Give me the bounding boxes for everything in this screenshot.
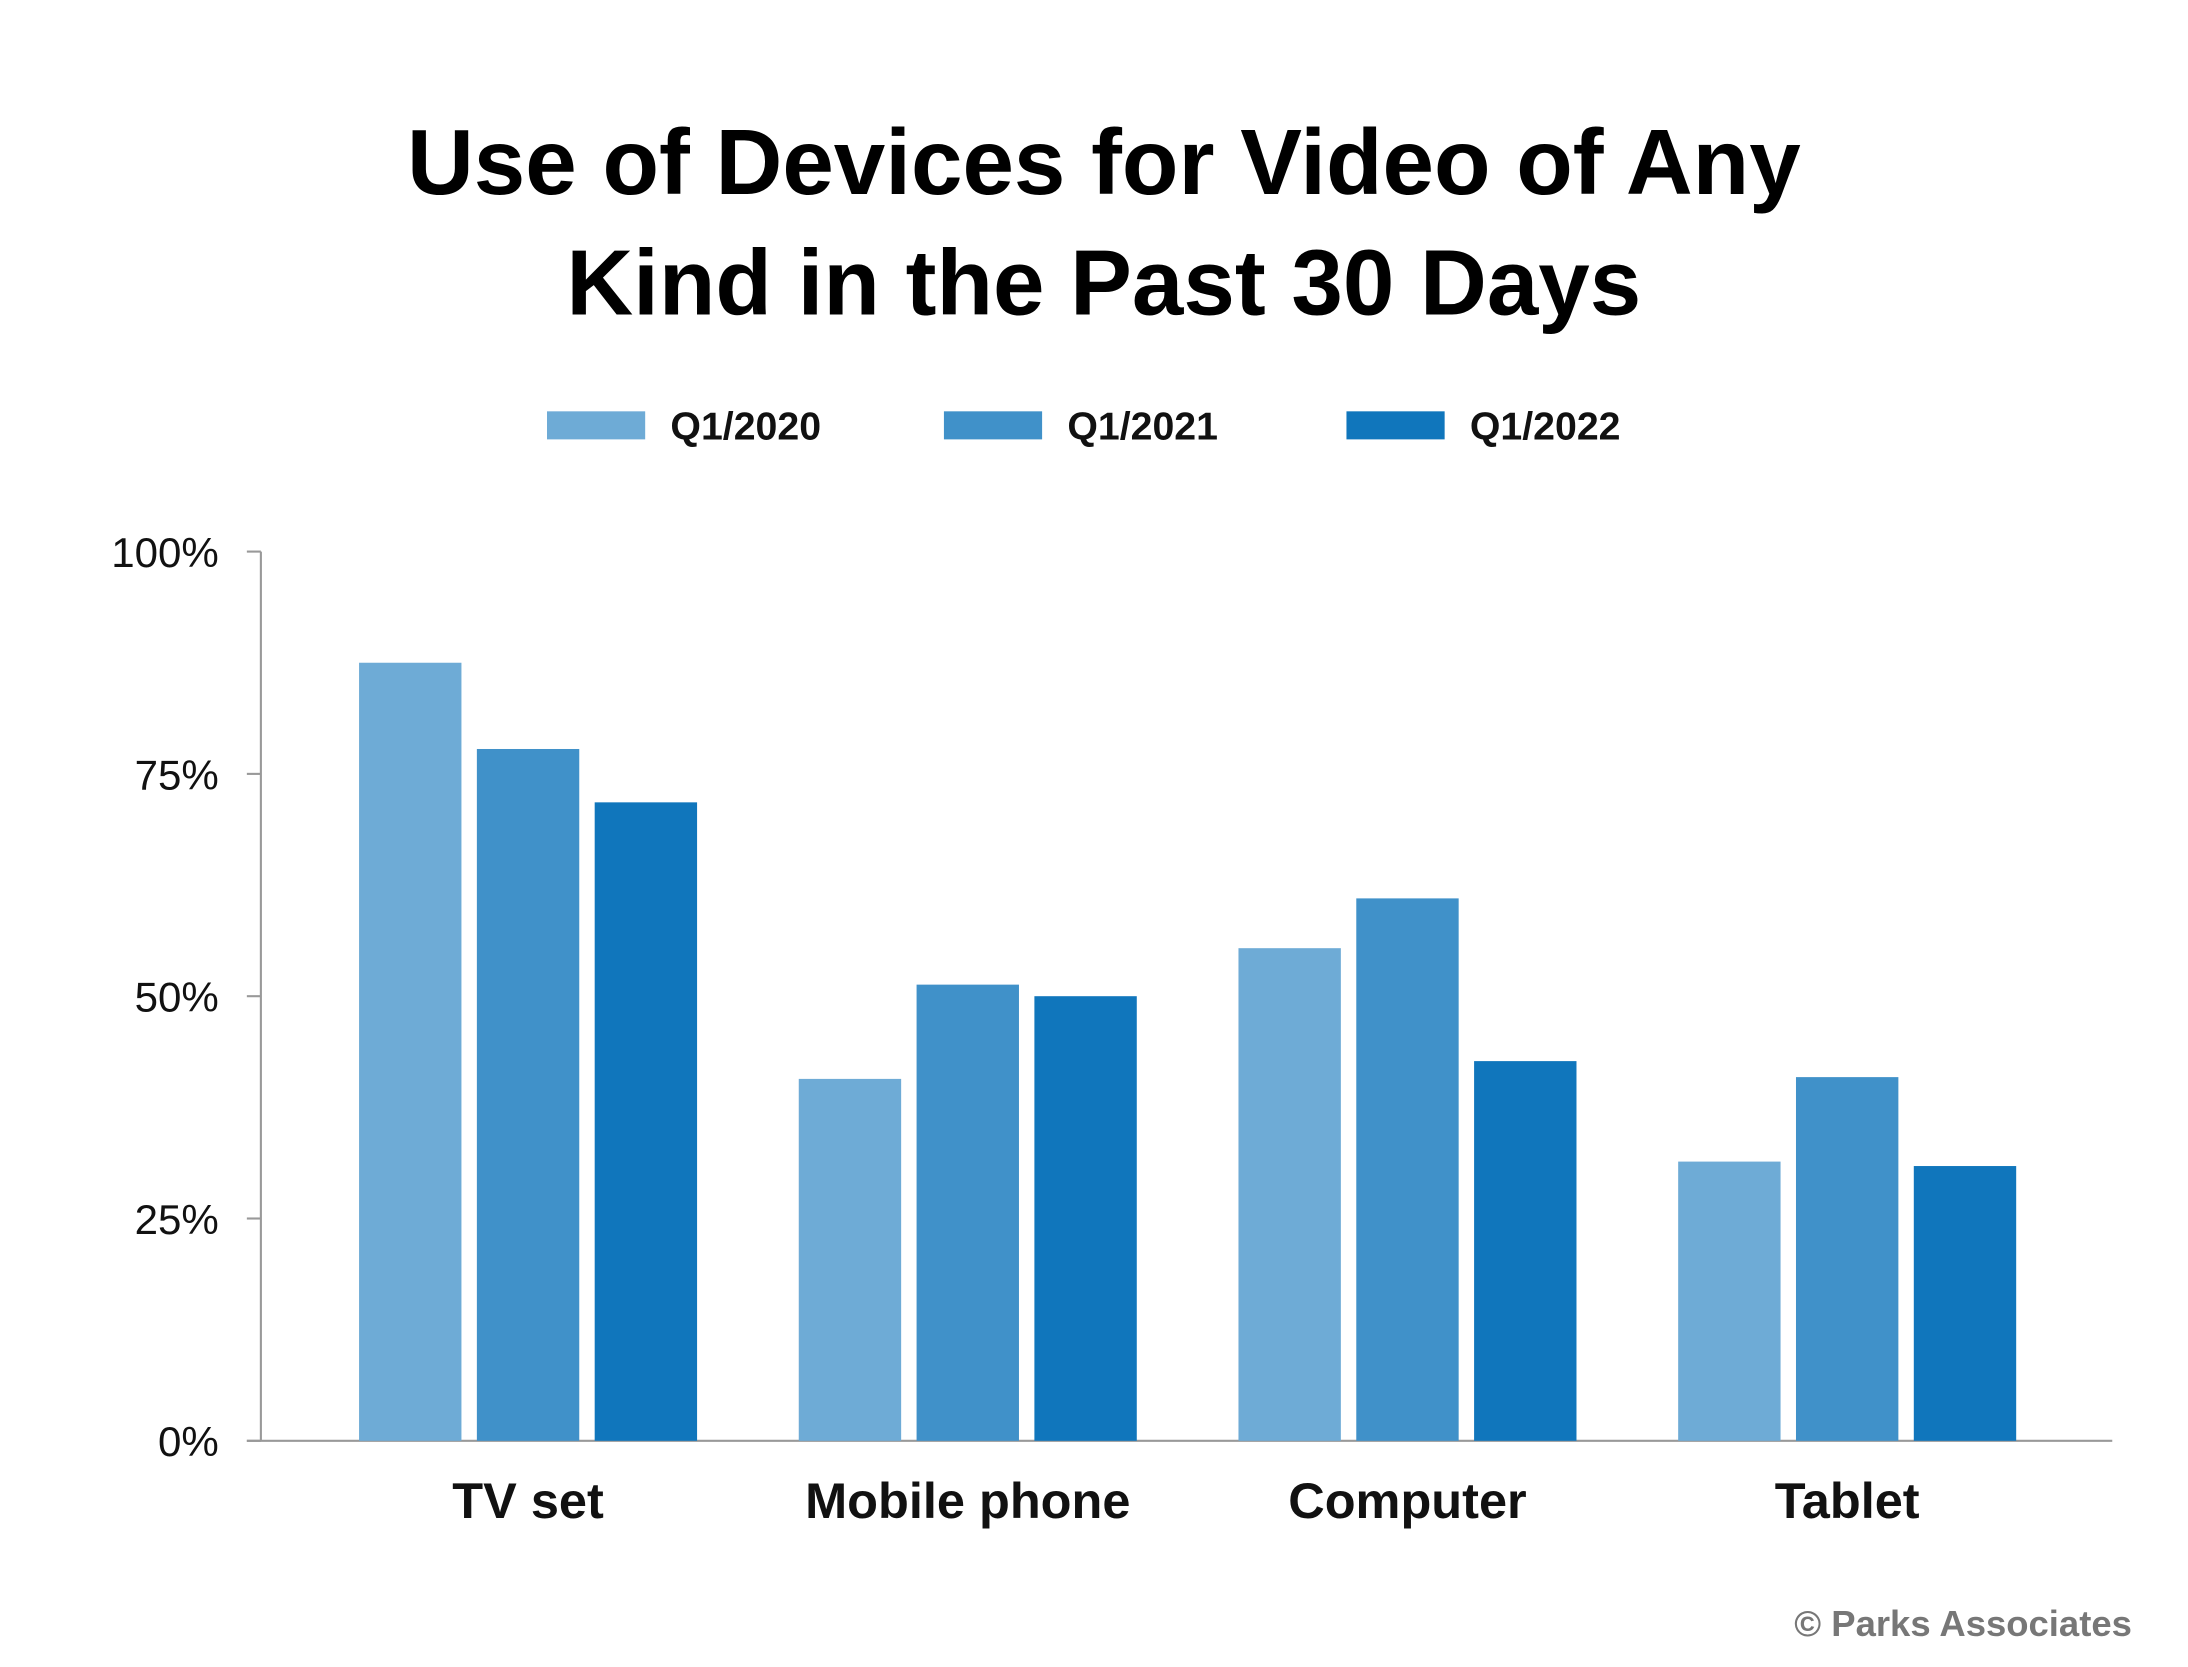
credit: © Parks Associates: [1794, 1603, 2132, 1644]
bar-Q1-2020-computer: [1238, 948, 1341, 1441]
legend-swatch: [547, 411, 646, 440]
legend-label: Q1/2021: [1067, 404, 1218, 448]
y-tick-label: 25%: [135, 1196, 219, 1243]
bar-Q1-2022-tv-set: [594, 802, 698, 1441]
bar-Q1-2022-computer: [1474, 1061, 1577, 1441]
chart-title-line-1: Use of Devices for Video of Any: [407, 110, 1801, 214]
x-category-label: Computer: [1288, 1472, 1526, 1529]
legend-swatch: [943, 411, 1043, 440]
y-tick-label: 100%: [111, 529, 219, 576]
bar-Q1-2020-tablet: [1678, 1161, 1781, 1441]
bar-Q1-2020-tv-set: [359, 662, 462, 1441]
bars: TV set Mobile phone Computer Tablet: [359, 662, 2017, 1529]
legend: Q1/2020 Q1/2021 Q1/2022: [547, 404, 1621, 448]
x-category-label: Mobile phone: [805, 1472, 1130, 1529]
bar-Q1-2021-mobile-phone: [916, 984, 1019, 1441]
x-category-label: Tablet: [1775, 1472, 1920, 1529]
legend-label: Q1/2022: [1470, 404, 1621, 448]
bar-Q1-2020-mobile-phone: [798, 1078, 902, 1441]
legend-label: Q1/2020: [670, 404, 821, 448]
y-tick-label: 0%: [158, 1418, 219, 1465]
bar-Q1-2022-tablet: [1913, 1166, 2017, 1441]
chart-title-line-2: Kind in the Past 30 Days: [566, 231, 1641, 335]
bar-Q1-2021-tv-set: [476, 748, 580, 1441]
x-category-label: TV set: [452, 1472, 604, 1529]
y-tick-label: 50%: [135, 974, 219, 1021]
legend-swatch: [1346, 411, 1445, 440]
bar-Q1-2022-mobile-phone: [1034, 996, 1137, 1441]
y-tick-label: 75%: [135, 751, 219, 798]
bar-Q1-2021-tablet: [1795, 1077, 1899, 1441]
bar-Q1-2021-computer: [1356, 898, 1459, 1441]
